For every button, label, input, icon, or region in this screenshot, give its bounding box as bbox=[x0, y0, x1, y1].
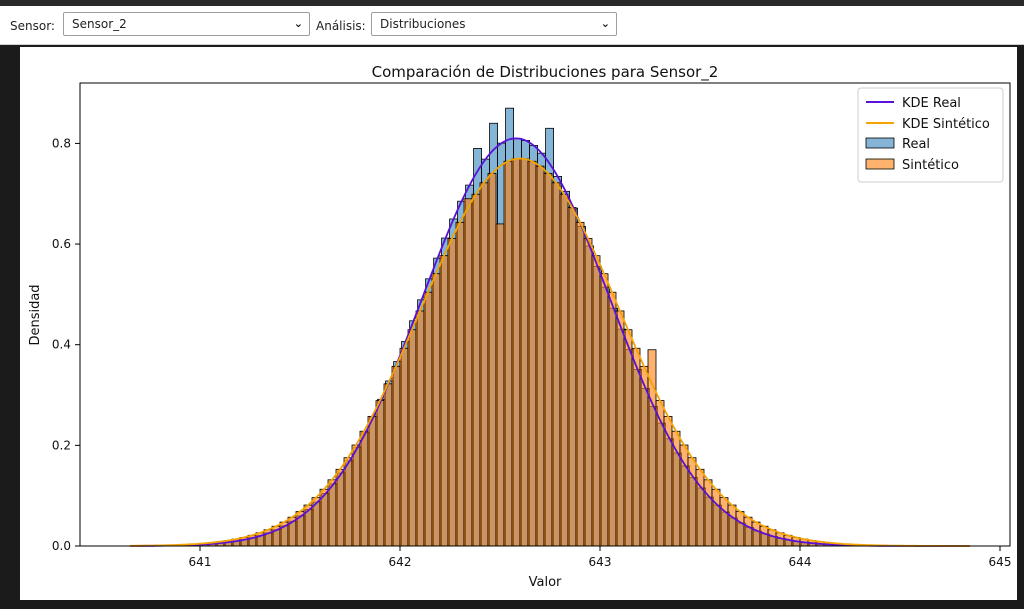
x-tick-label: 642 bbox=[389, 555, 412, 569]
legend-real-swatch bbox=[865, 137, 895, 149]
window-top-strip bbox=[0, 0, 1024, 6]
synthetic-bar bbox=[455, 221, 465, 547]
synthetic-bar bbox=[447, 238, 457, 547]
y-tick-label: 0.6 bbox=[52, 237, 71, 251]
synthetic-bar bbox=[423, 291, 433, 547]
synthetic-bar bbox=[311, 497, 321, 547]
y-tick-label: 0.4 bbox=[52, 338, 71, 352]
synthetic-bar bbox=[511, 158, 521, 547]
sensor-label: Sensor: bbox=[10, 19, 55, 33]
kde-synthetic-line bbox=[130, 157, 970, 547]
synthetic-bar bbox=[751, 521, 761, 547]
synthetic-bar bbox=[615, 310, 625, 547]
chevron-down-icon: ⌄ bbox=[600, 17, 610, 30]
synthetic-bar bbox=[527, 160, 537, 547]
axes: 641 642 643 644 645 0.0 0.2 0.4 0.6 0.8 bbox=[52, 82, 1012, 569]
synthetic-bar bbox=[503, 160, 513, 547]
legend-kde-real-label: KDE Real bbox=[902, 96, 961, 111]
x-tick-label: 645 bbox=[989, 555, 1012, 569]
synthetic-bar bbox=[407, 329, 417, 547]
x-tick-label: 643 bbox=[589, 555, 612, 569]
y-tick-label: 0.0 bbox=[52, 539, 71, 553]
distribution-chart: 641 642 643 644 645 0.0 0.2 0.4 0.6 0.8 Comparaci… bbox=[28, 63, 1012, 590]
legend-real-label: Real bbox=[902, 137, 930, 152]
legend-synthetic-label: Sintético bbox=[902, 158, 959, 173]
synthetic-bar bbox=[711, 488, 721, 547]
chart-title: Comparación de Distribuciones para Senso… bbox=[372, 63, 719, 82]
synthetic-bar bbox=[727, 504, 737, 547]
chevron-down-icon: ⌄ bbox=[293, 17, 303, 30]
x-axis-label: Valor bbox=[529, 575, 562, 590]
kde-lines bbox=[130, 137, 970, 547]
legend-synthetic-swatch bbox=[865, 158, 895, 170]
synthetic-bar bbox=[559, 193, 569, 547]
synthetic-bar bbox=[431, 273, 441, 547]
synthetic-bar bbox=[487, 172, 497, 547]
synthetic-bar bbox=[391, 365, 401, 547]
x-tick-label: 641 bbox=[189, 555, 212, 569]
sensor-select-value: Sensor_2 bbox=[72, 17, 127, 31]
synthetic-bar bbox=[695, 468, 705, 547]
synthetic-bar bbox=[495, 223, 505, 547]
synthetic-bar bbox=[543, 172, 553, 547]
synthetic-bar bbox=[631, 347, 641, 547]
synthetic-bar bbox=[551, 182, 561, 547]
synthetic-bar bbox=[367, 415, 377, 547]
synthetic-bar bbox=[335, 468, 345, 547]
synthetic-bar bbox=[703, 479, 713, 547]
synthetic-bar bbox=[479, 182, 489, 547]
analysis-select-value: Distribuciones bbox=[380, 17, 466, 31]
synthetic-bar bbox=[343, 457, 353, 547]
synthetic-bar bbox=[623, 329, 633, 547]
synthetic-bar bbox=[359, 430, 369, 547]
y-axis-label: Densidad bbox=[28, 284, 43, 345]
synthetic-bar bbox=[383, 383, 393, 547]
toolbar: Sensor: Sensor_2 ⌄ Análisis: Distribucio… bbox=[0, 6, 1024, 45]
synthetic-bar bbox=[375, 400, 385, 547]
synthetic-bar bbox=[535, 165, 545, 547]
synthetic-bar bbox=[591, 255, 601, 547]
synthetic-bar bbox=[583, 238, 593, 547]
synthetic-bar bbox=[607, 291, 617, 547]
synthetic-bar bbox=[519, 158, 529, 547]
synthetic-bar bbox=[719, 497, 729, 547]
synthetic-bar bbox=[399, 347, 409, 547]
synthetic-bar bbox=[743, 516, 753, 547]
y-tick-label: 0.8 bbox=[52, 136, 71, 150]
synthetic-bar bbox=[735, 511, 745, 547]
synthetic-bar bbox=[567, 207, 577, 547]
legend-kde-synthetic-label: KDE Sintético bbox=[902, 117, 990, 132]
synthetic-bar bbox=[599, 273, 609, 547]
kde-real-line bbox=[130, 137, 970, 547]
x-tick-label: 644 bbox=[789, 555, 812, 569]
synthetic-bar bbox=[759, 525, 769, 547]
synthetic-bar bbox=[575, 221, 585, 547]
synthetic-bar bbox=[439, 255, 449, 547]
chart-area: 641 642 643 644 645 0.0 0.2 0.4 0.6 0.8 Comparaci… bbox=[20, 47, 1017, 600]
synthetic-bar bbox=[351, 444, 361, 547]
sensor-select[interactable]: Sensor_2 ⌄ bbox=[63, 12, 310, 36]
legend: KDE Real KDE Sintético Real Sintético bbox=[857, 87, 1004, 183]
synthetic-bar bbox=[463, 198, 473, 547]
synthetic-bar bbox=[655, 400, 665, 547]
y-tick-label: 0.2 bbox=[52, 438, 71, 452]
synthetic-bar bbox=[767, 529, 777, 547]
plot-frame bbox=[79, 82, 1011, 547]
synthetic-bar bbox=[471, 193, 481, 547]
synthetic-bar bbox=[415, 310, 425, 547]
analysis-select[interactable]: Distribuciones ⌄ bbox=[371, 12, 617, 36]
legend-box bbox=[857, 87, 1004, 183]
analysis-label: Análisis: bbox=[316, 19, 366, 33]
